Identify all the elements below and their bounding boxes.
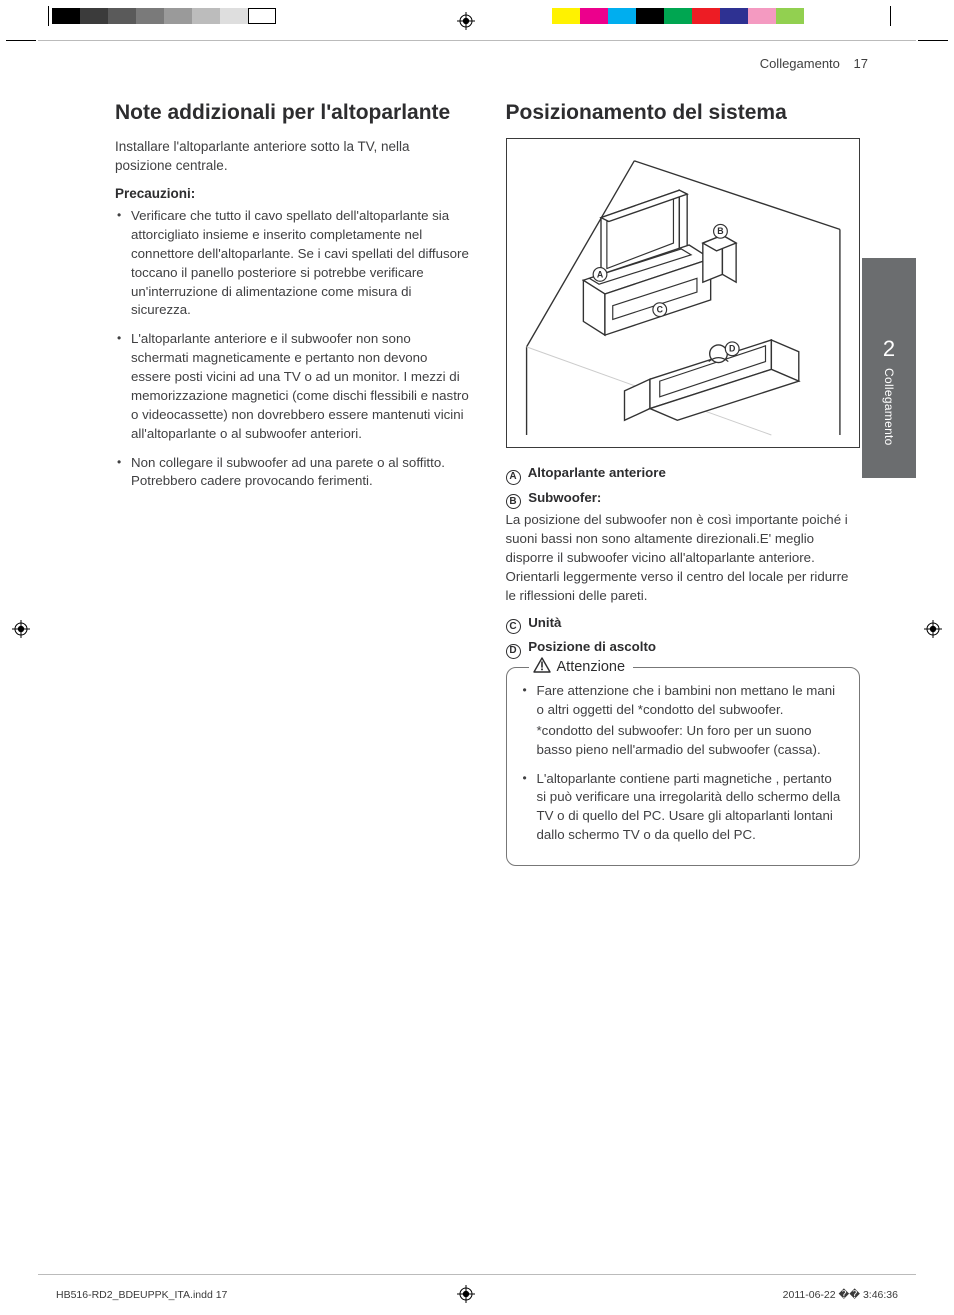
svg-text:B: B (717, 227, 723, 237)
crop-mark (918, 40, 948, 41)
legend-label: Subwoofer: (525, 490, 602, 505)
diagram-legend: A Altoparlante anteriore B Subwoofer: La p… (506, 464, 861, 659)
running-head: Collegamento 17 (760, 56, 868, 71)
svg-text:A: A (596, 270, 603, 280)
page-number: 17 (854, 56, 868, 71)
caution-label: Attenzione (557, 659, 626, 675)
swatch (80, 8, 108, 24)
swatch (248, 8, 276, 24)
legend-label: Unità (525, 615, 562, 630)
crop-mark (48, 6, 49, 26)
swatch (552, 8, 580, 24)
caution-subtext: *condotto del subwoofer: Un foro per un … (537, 722, 846, 760)
grayscale-colorbar (52, 8, 276, 24)
swatch (136, 8, 164, 24)
swatch (52, 8, 80, 24)
caution-item: L'altoparlante contiene parti magnetiche… (521, 770, 846, 846)
right-title: Posizionamento del sistema (506, 100, 861, 126)
registration-mark-icon (457, 12, 475, 30)
warning-icon (533, 657, 551, 677)
right-column: Posizionamento del sistema (506, 100, 861, 866)
swatch (692, 8, 720, 24)
swatch (220, 8, 248, 24)
swatch (776, 8, 804, 24)
section-name: Collegamento (760, 56, 840, 71)
caution-title: Attenzione (529, 657, 634, 677)
legend-marker: A (506, 470, 521, 485)
caution-item: Fare attenzione che i bambini non mettan… (521, 682, 846, 760)
left-intro: Installare l'altoparlante anteriore sott… (115, 138, 470, 176)
section-tab-label: Collegamento (882, 368, 896, 446)
crop-mark (6, 40, 36, 41)
swatch (192, 8, 220, 24)
precaution-item: L'altoparlante anteriore e il subwoofer … (115, 330, 470, 443)
swatch (748, 8, 776, 24)
swatch (664, 8, 692, 24)
slug-datetime: 2011-06-22 �� 3:46:36 (783, 1289, 898, 1301)
legend-marker: D (506, 644, 521, 659)
svg-text:D: D (729, 344, 735, 354)
legend-item: B Subwoofer: La posizione del subwoofer n… (506, 489, 861, 606)
legend-label: Posizione di ascolto (525, 639, 657, 654)
legend-desc: La posizione del subwoofer non è così im… (506, 511, 861, 605)
legend-label: Altoparlante anteriore (525, 465, 666, 480)
crop-mark (890, 6, 891, 26)
swatch (636, 8, 664, 24)
swatch (108, 8, 136, 24)
legend-marker: C (506, 619, 521, 634)
caution-box: Attenzione Fare attenzione che i bambini… (506, 667, 861, 866)
precaution-item: Verificare che tutto il cavo spellato de… (115, 207, 470, 320)
svg-text:C: C (656, 305, 663, 315)
left-title: Note addizionali per l'altoparlante (115, 100, 470, 126)
caution-list: Fare attenzione che i bambini non mettan… (521, 682, 846, 845)
precautions-list: Verificare che tutto il cavo spellato de… (115, 207, 470, 491)
system-placement-diagram: A B C D (506, 138, 861, 448)
swatch (608, 8, 636, 24)
process-colorbar (552, 8, 804, 24)
slug-filename: HB516-RD2_BDEUPPK_ITA.indd 17 (56, 1289, 227, 1301)
swatch (164, 8, 192, 24)
registration-mark-icon (457, 1285, 475, 1303)
registration-mark-icon (12, 620, 30, 638)
swatch (580, 8, 608, 24)
precaution-item: Non collegare il subwoofer ad una parete… (115, 454, 470, 492)
legend-item: C Unità (506, 614, 861, 635)
legend-marker: B (506, 494, 521, 509)
legend-item: D Posizione di ascolto (506, 638, 861, 659)
left-column: Note addizionali per l'altoparlante Inst… (115, 100, 470, 866)
section-tab-number: 2 (862, 336, 916, 362)
precautions-label: Precauzioni: (115, 186, 470, 201)
legend-item: A Altoparlante anteriore (506, 464, 861, 485)
section-tab: 2 Collegamento (862, 258, 916, 478)
swatch (720, 8, 748, 24)
registration-mark-icon (924, 620, 942, 638)
